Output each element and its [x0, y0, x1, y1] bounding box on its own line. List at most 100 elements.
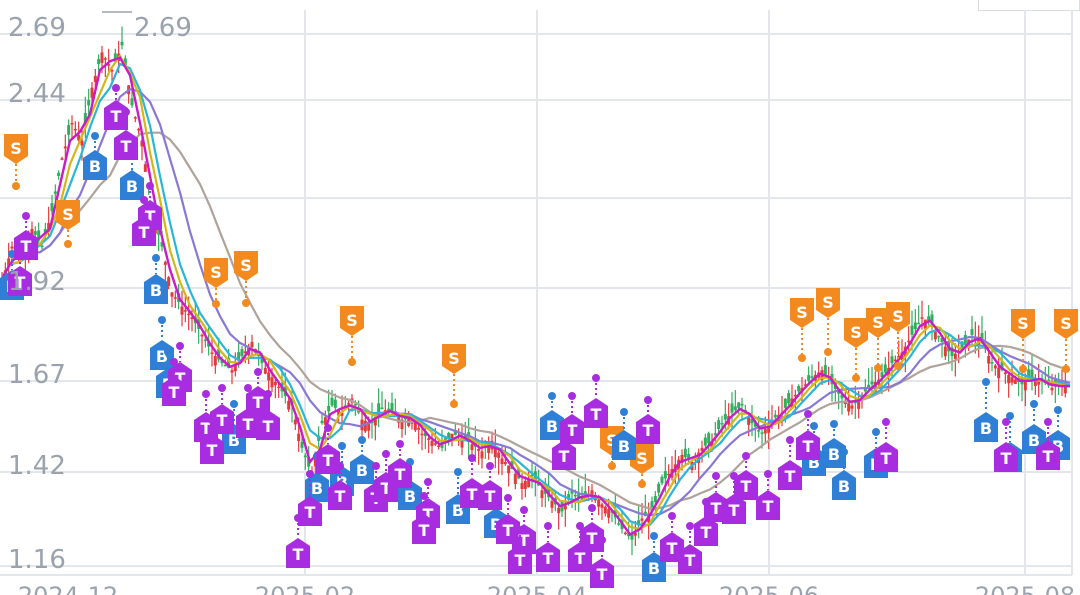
take-signal-dot: [568, 392, 576, 400]
take-signal-box: [316, 444, 340, 474]
candle-body: [753, 422, 757, 427]
take-signal-label: T: [591, 405, 602, 424]
take-signal-label: T: [323, 451, 334, 470]
buy-signal-box: [350, 454, 374, 484]
sell-signal-box: [844, 318, 868, 348]
buy-signal-box: [83, 150, 107, 180]
candle-body: [1063, 385, 1067, 394]
sell-signal-label: S: [448, 349, 460, 368]
candle-body: [937, 335, 941, 338]
take-signal-dot: [576, 522, 584, 530]
take-signal-dot: [742, 452, 750, 460]
candle-body: [37, 230, 41, 241]
take-signal-label: T: [597, 565, 608, 584]
take-signal-dot: [254, 368, 262, 376]
take-signal-dot: [486, 462, 494, 470]
take-signal-label: T: [21, 237, 32, 256]
candle-body: [497, 452, 501, 458]
candle-body: [157, 229, 161, 235]
take-signal-box: [1036, 440, 1060, 470]
candle-body: [493, 446, 497, 458]
y-tick-label: 1.42: [8, 451, 66, 481]
buy-signal-dot: [358, 436, 366, 444]
sell-signal-box: [790, 298, 814, 328]
candle-body: [867, 384, 871, 388]
candle-body: [223, 364, 227, 367]
take-signal-dot: [22, 212, 30, 220]
x-tick-label: 2024-12: [18, 582, 118, 595]
candle-body: [1010, 377, 1014, 383]
candle-body: [657, 483, 661, 493]
sell-signal-dot: [64, 240, 72, 248]
sell-signal-label: S: [892, 307, 904, 326]
candle-body: [487, 444, 491, 453]
take-signal-box: [236, 408, 260, 438]
candle-body: [70, 123, 74, 125]
candle-body: [633, 532, 637, 536]
take-signal-box: [328, 480, 352, 510]
candle-body: [1050, 387, 1054, 391]
candle-body: [797, 385, 801, 392]
candle-body: [990, 362, 994, 364]
take-signal-box: [508, 544, 532, 574]
sell-signal-label: S: [822, 293, 834, 312]
take-signal-dot: [146, 182, 154, 190]
take-signal-label: T: [423, 505, 434, 524]
take-signal-label: T: [1001, 449, 1012, 468]
candle-body: [603, 506, 607, 514]
candle-body: [207, 341, 211, 347]
candle-body: [750, 418, 754, 424]
candle-body: [130, 98, 134, 106]
candle-body: [963, 335, 967, 345]
candle-body: [597, 499, 601, 507]
take-signal-dot: [420, 492, 428, 500]
ma10-line: [0, 53, 1071, 531]
sell-signal-dot: [212, 300, 220, 308]
candle-body: [263, 367, 267, 374]
candle-body: [993, 365, 997, 369]
candle-body: [997, 367, 1001, 379]
take-signal-label: T: [567, 421, 578, 440]
take-signal-box: [8, 266, 32, 296]
candle-body: [503, 462, 507, 465]
buy-signal-dot: [1030, 400, 1038, 408]
candle-body: [60, 158, 64, 160]
candle-body: [67, 125, 71, 135]
take-signal-label: T: [711, 499, 722, 518]
take-signal-label: T: [729, 501, 740, 520]
sell-signal-label: S: [1017, 314, 1029, 333]
candle-body: [1037, 379, 1041, 385]
buy-signal-label: B: [150, 281, 162, 300]
candle-body: [897, 356, 901, 358]
max-price-label: 2.69: [134, 13, 192, 43]
candle-body: [187, 313, 191, 316]
candle-body: [163, 261, 167, 265]
candle-body: [320, 420, 324, 424]
buy-signal-label: B: [311, 479, 323, 498]
candle-body: [740, 403, 744, 406]
take-signal-dot: [686, 522, 694, 530]
candle-body: [700, 447, 704, 451]
y-tick-label: 2.69: [8, 13, 66, 43]
take-signal-label: T: [293, 545, 304, 564]
candle-body: [103, 58, 107, 60]
sell-signal-label: S: [1060, 314, 1072, 333]
candle-body: [270, 377, 274, 388]
take-signal-box: [256, 410, 280, 440]
take-signal-label: T: [685, 551, 696, 570]
candle-body: [97, 59, 101, 65]
take-signal-dot: [644, 396, 652, 404]
candle-body: [1030, 369, 1034, 378]
buy-signal-dot: [548, 392, 556, 400]
candle-body: [580, 496, 584, 501]
candle-body: [400, 419, 404, 430]
sell-signal-label: S: [872, 313, 884, 332]
candle-body: [90, 87, 94, 98]
take-signal-dot: [324, 424, 332, 432]
take-signal-label: T: [145, 207, 156, 226]
take-signal-box: [694, 516, 718, 546]
candle-body: [467, 432, 471, 442]
take-signal-label: T: [667, 539, 678, 558]
take-signal-box: [756, 490, 780, 520]
take-signal-label: T: [515, 551, 526, 570]
